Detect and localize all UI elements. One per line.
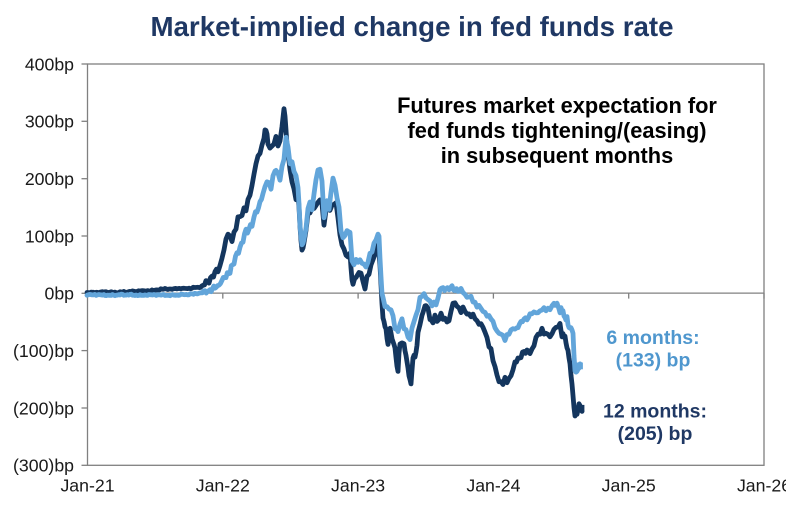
svg-text:100bp: 100bp	[25, 226, 74, 246]
svg-text:200bp: 200bp	[25, 169, 74, 189]
svg-text:Futures market expectation for: Futures market expectation for	[397, 93, 717, 118]
svg-text:fed funds tightening/(easing): fed funds tightening/(easing)	[407, 118, 706, 143]
svg-text:6 months:: 6 months:	[606, 327, 699, 349]
svg-text:(200)bp: (200)bp	[13, 398, 74, 418]
svg-text:(133) bp: (133) bp	[616, 349, 691, 371]
svg-text:Jan-21: Jan-21	[60, 476, 114, 496]
svg-text:(205) bp: (205) bp	[618, 423, 693, 445]
svg-text:300bp: 300bp	[25, 112, 74, 132]
svg-text:(100)bp: (100)bp	[13, 341, 74, 361]
svg-text:Jan-25: Jan-25	[602, 476, 656, 496]
svg-text:(300)bp: (300)bp	[13, 456, 74, 476]
svg-text:0bp: 0bp	[44, 284, 74, 304]
svg-text:in subsequent months: in subsequent months	[441, 143, 674, 168]
svg-text:Jan-24: Jan-24	[466, 476, 520, 496]
svg-text:12 months:: 12 months:	[603, 400, 707, 422]
svg-text:Market-implied change in fed f: Market-implied change in fed funds rate	[150, 11, 673, 42]
svg-text:Jan-26: Jan-26	[737, 476, 786, 496]
svg-text:Jan-22: Jan-22	[196, 476, 250, 496]
svg-text:400bp: 400bp	[25, 54, 74, 74]
svg-text:Jan-23: Jan-23	[331, 476, 385, 496]
